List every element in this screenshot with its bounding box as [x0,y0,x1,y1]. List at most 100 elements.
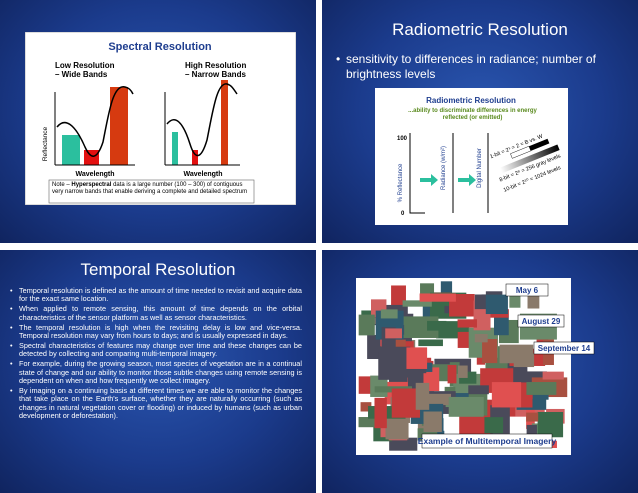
band [110,87,128,165]
image-patch [537,411,564,438]
bullet: • sensitivity to differences in radiance;… [336,52,596,81]
caption-box [421,433,553,449]
image-patch [468,385,489,395]
note-text: Note – [52,182,70,188]
band [172,132,178,165]
image-patch [457,319,477,328]
date-label: September 14 [538,344,591,353]
image-patch [485,294,508,315]
note-text: Hyperspectral [71,182,112,188]
image-patch [380,309,398,319]
radiometric-graphic: Radiometric Resolution 100 0 % Reflectan… [397,96,562,217]
note-box [48,179,255,204]
image-patch [419,293,456,302]
image-patch [406,347,428,369]
image-patch [423,362,433,372]
date-box [517,314,565,328]
arrow [420,174,438,186]
swatch [499,144,560,174]
bullet-text: sensitivity to differences in radiance; … [346,52,596,81]
x-axis-label: Wavelength [183,171,222,178]
image-patch [491,382,522,408]
axis [409,133,425,214]
note-text: data is a large number (100 – 300) of co… [52,182,248,195]
image-patch [423,411,442,433]
tick-label: 100 [397,136,408,142]
band [84,150,99,165]
image-patch [374,397,387,429]
date-label: August 29 [522,317,561,326]
image-patch [385,417,409,440]
image-patch [440,281,453,300]
image-patch [526,412,539,422]
bullet: When applied to remote sensing, this amo… [10,305,302,322]
image-patch [527,284,540,309]
label: – Wide Bands [55,70,108,79]
axis-label: Radiance (w/m²) [441,146,447,190]
arrow [458,174,476,186]
bullet: By imaging on a continuing basis at diff… [10,386,302,421]
y-axis-label: Reflectance [42,126,49,161]
spectral-graphic: Spectral Resolution Low Resolution – Wid… [25,32,296,205]
x-axis-label: Wavelength [75,171,114,178]
bullet: Temporal resolution is defined as the am… [10,286,302,304]
image-patch [482,339,498,364]
image-patch [385,328,402,339]
slide: Radiometric Resolution • sensitivity to d… [322,0,638,243]
label: High Resolution [185,61,246,70]
swatch [528,138,550,151]
date-label: May 6 [516,286,539,295]
frame [25,32,296,205]
axes [54,92,135,166]
tick-label: 0 [401,211,405,217]
band [192,150,198,165]
slide: Temporal Resolution Temporal resolution … [0,250,316,493]
date-box [533,341,595,355]
image-patch [474,333,488,343]
image-patch [402,300,432,307]
image-patch [509,290,521,308]
bullet: Spectral characteristics of features may… [10,341,302,359]
axis-label: Digital Number [477,148,483,188]
note: Note – Hyperspectral data is a large num… [52,182,252,196]
axes [164,92,240,166]
date-box [505,283,549,297]
image-patch [484,417,504,434]
image-patch [360,402,372,412]
swatch [510,145,532,159]
axis [452,133,489,213]
caption: Example of Multitemporal Imagery [418,436,557,446]
image-patch [526,382,557,395]
imagery-graphic: May 6 August 29 September 14 Example of … [356,278,595,455]
spectrum [166,83,238,157]
slide-title: Temporal Resolution [80,260,236,279]
slide: May 6 August 29 September 14 Example of … [322,250,638,493]
radiometric-figure: Radiometric Resolution 100 0 % Reflectan… [375,88,568,225]
band [62,135,80,165]
figure-subtitle: ...ability to discriminate differences i… [408,108,537,121]
band [221,80,228,165]
spectral-figure: Spectral Resolution Low Resolution – Wid… [25,32,296,205]
slide-title: Radiometric Resolution [392,20,568,39]
image-patch [499,344,534,364]
slide: Spectral Resolution Low Resolution – Wid… [0,0,316,243]
image-patch [457,365,468,378]
label: – Narrow Bands [185,70,246,79]
bullet: For example, during the growing season, … [10,360,302,385]
bullet-list: Temporal resolution is defined as the am… [10,286,302,422]
bullet: The temporal resolution is high when the… [10,323,302,341]
image-patch [418,339,443,347]
image-patch [447,364,457,384]
spectrum [56,86,134,157]
image-patch [542,371,564,380]
axis-label: % Reflectance [398,163,404,202]
image-patch [427,320,447,331]
image-patch [358,314,375,336]
image-patch [420,393,452,406]
label: Low Resolution [55,61,115,70]
image-patch [389,437,418,451]
image-patch [448,396,484,417]
figure-title: Radiometric Resolution [426,96,516,105]
image-patch [415,382,430,410]
